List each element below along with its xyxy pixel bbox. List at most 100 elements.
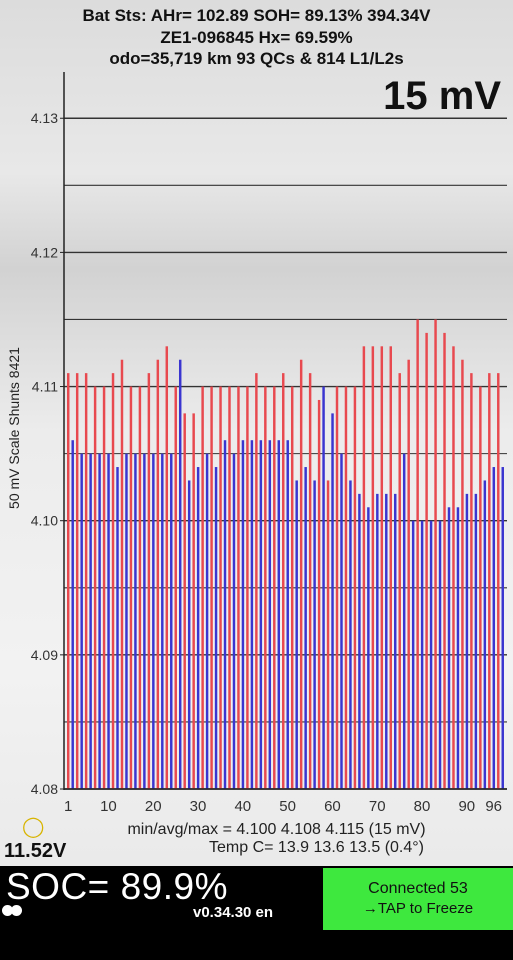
connect-freeze-button[interactable]: Connected 53 →TAP to Freeze [323, 868, 513, 930]
y-tick-label: 4.09 [31, 647, 58, 663]
y-tick-label: 4.10 [31, 513, 58, 529]
cell-bar [156, 359, 160, 789]
cell-bar [228, 386, 231, 789]
x-tick-label: 50 [279, 798, 296, 815]
cell-bar [290, 386, 294, 789]
y-tick-label: 4.12 [31, 244, 58, 260]
cell-bar [246, 386, 249, 789]
x-tick-label: 30 [190, 798, 207, 815]
cell-bar [71, 440, 74, 789]
soc-readout[interactable]: SOC= 89.9% [6, 866, 228, 907]
cell-bar [116, 467, 119, 789]
scale-value[interactable]: 15 mV [383, 74, 501, 118]
y-tick-label: 4.08 [31, 781, 58, 797]
cell-bar [192, 413, 195, 789]
y-axis-label: 50 mV Scale Shunts 8421 [6, 347, 22, 509]
x-tick-label: 70 [369, 798, 386, 815]
cell-bar [152, 453, 155, 789]
cell-bar [492, 467, 496, 789]
cell-bar [398, 373, 401, 789]
cell-bar [497, 373, 500, 789]
cell-bar [429, 520, 433, 789]
lightbulb-icon[interactable]: ◯ [22, 816, 45, 838]
cell-bar [465, 493, 469, 789]
cell-bar [93, 386, 97, 789]
x-tick-label: 80 [414, 798, 431, 815]
x-tick-label: 10 [100, 798, 117, 815]
cell-bar [183, 413, 186, 789]
cell-bar [299, 359, 303, 789]
cell-bar [326, 480, 330, 789]
y-tick-label: 4.13 [31, 110, 58, 126]
cell-bar [470, 373, 473, 789]
cell-bar [447, 507, 451, 789]
cell-bar [416, 319, 419, 789]
cell-bar [317, 399, 321, 789]
cell-bar [219, 386, 222, 789]
cell-bar [80, 453, 83, 789]
cell-bar [420, 520, 424, 789]
cell-bar [335, 386, 339, 789]
cell-bar [411, 520, 415, 789]
y-tick-label: 4.11 [32, 379, 58, 395]
cell-bar [237, 386, 240, 789]
cell-bar [268, 440, 272, 789]
cell-bar [308, 373, 312, 789]
cell-bar [488, 373, 491, 789]
cell-bar [210, 386, 213, 789]
cell-bar [264, 386, 267, 789]
cell-bar [129, 386, 133, 789]
cell-bar [358, 493, 361, 789]
x-tick-label: 20 [145, 798, 162, 815]
cell-bar [304, 467, 307, 789]
cell-bar [344, 386, 348, 789]
cell-bar [205, 453, 209, 789]
cell-bar [353, 386, 357, 789]
cell-bar [107, 453, 110, 789]
cell-bar [322, 386, 325, 789]
cell-bar [349, 480, 352, 789]
aux-battery-voltage: 11.52V [4, 840, 67, 862]
cell-bar [407, 359, 410, 789]
x-tick-label: 1 [64, 798, 72, 815]
cell-bar [313, 480, 316, 789]
cell-bar [367, 507, 370, 789]
app-version: v0.34.30 en [193, 904, 274, 921]
cell-bar [371, 346, 375, 789]
cell-bar [456, 507, 460, 789]
cell-bar [214, 467, 218, 789]
cell-bar [443, 332, 446, 789]
cell-bar [479, 386, 482, 789]
cell-bar [282, 373, 285, 789]
cell-bar [259, 440, 263, 789]
cell-bar [402, 453, 406, 789]
page-dots-icon[interactable] [2, 903, 22, 921]
x-tick-label: 90 [458, 798, 475, 815]
cell-bar [286, 440, 289, 789]
cell-bar [111, 373, 115, 789]
cell-bar [196, 467, 200, 789]
cell-bar [161, 453, 164, 789]
cell-bar [380, 346, 384, 789]
cell-bar [461, 359, 464, 789]
cell-bar [143, 453, 146, 789]
cell-bar [223, 440, 227, 789]
vehicle-id-line: ZE1-096845 Hx= 69.59% [160, 28, 353, 47]
cell-bar [452, 346, 455, 789]
freeze-hint-label: →TAP to Freeze [362, 900, 474, 917]
cell-bar [376, 493, 379, 789]
cell-bar [201, 386, 204, 789]
cell-bar [425, 332, 428, 789]
cell-bar [483, 480, 487, 789]
cell-bar [232, 453, 236, 789]
cell-bar [438, 520, 442, 789]
cell-bar [434, 319, 437, 789]
temperature-text: Temp C= 13.9 13.6 13.5 (0.4°) [209, 839, 424, 856]
x-tick-label: 40 [234, 798, 251, 815]
cell-bar [187, 480, 191, 789]
cell-bar [98, 453, 101, 789]
cell-bar [501, 467, 504, 789]
cell-bar [147, 373, 151, 789]
cell-bar [255, 373, 258, 789]
